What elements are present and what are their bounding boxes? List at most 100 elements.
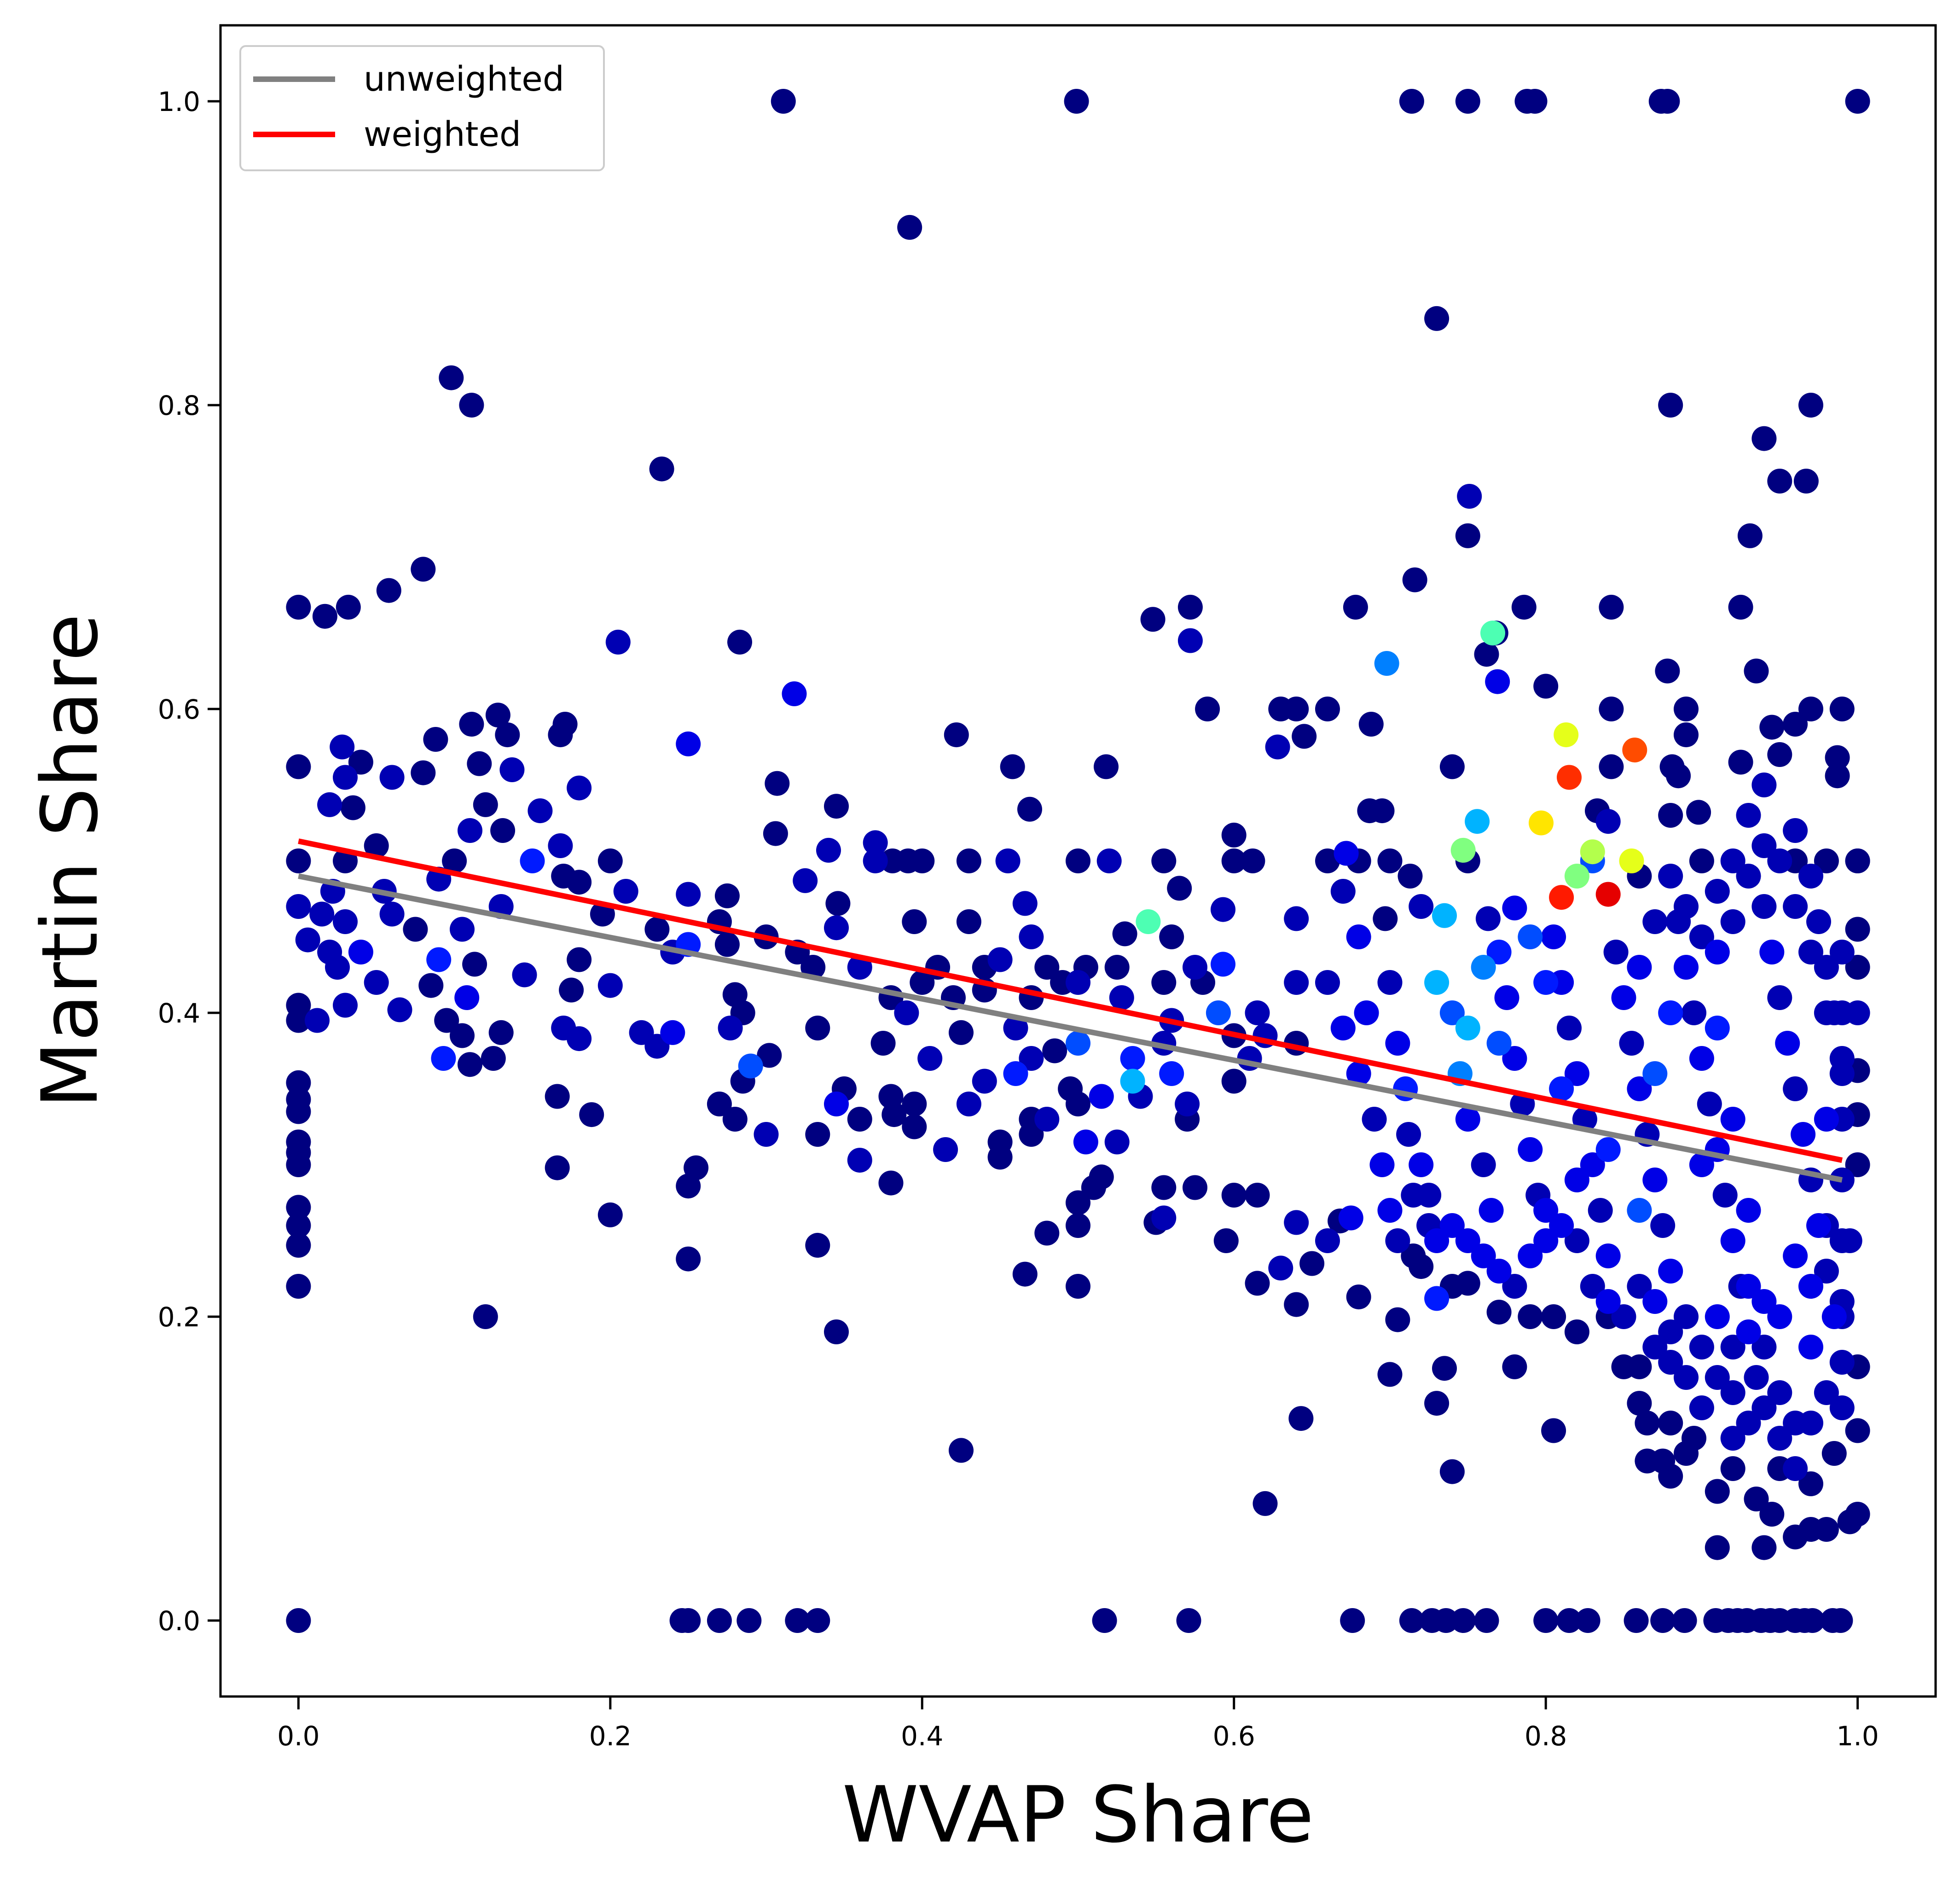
scatter-point <box>1402 567 1427 593</box>
scatter-point <box>1159 924 1184 949</box>
scatter-point <box>785 1608 810 1633</box>
scatter-point <box>1557 765 1582 790</box>
scatter-point <box>1798 697 1823 721</box>
scatter-point <box>1330 1016 1356 1040</box>
scatter-point <box>1829 1395 1855 1420</box>
scatter-point <box>1619 848 1644 873</box>
fit-lines-layer <box>298 838 1843 1183</box>
scatter-point <box>1109 985 1134 1010</box>
scatter-point <box>676 882 701 907</box>
y-axis-ticks: 0.0 0.2 0.4 0.6 0.8 1.0 <box>158 86 220 1637</box>
scatter-point <box>1627 1274 1652 1299</box>
scatter-point <box>473 792 498 817</box>
scatter-point <box>1751 1535 1777 1560</box>
scatter-point <box>1409 1254 1434 1279</box>
scatter-point <box>1221 822 1247 848</box>
scatter-point <box>286 1099 311 1124</box>
scatter-point <box>987 1129 1013 1155</box>
scatter-point <box>707 1092 732 1116</box>
scatter-point <box>1595 1243 1621 1268</box>
scatter-point <box>1751 894 1777 919</box>
scatter-point <box>805 1232 830 1258</box>
scatter-point <box>1358 712 1384 737</box>
y-tick-label: 0.8 <box>158 390 200 421</box>
scatter-point <box>1767 742 1792 767</box>
scatter-point <box>870 1031 896 1056</box>
scatter-point <box>1720 1107 1745 1132</box>
scatter-point <box>1674 1304 1699 1329</box>
scatter-point <box>956 909 981 934</box>
scatter-point <box>1627 955 1652 980</box>
scatter-point <box>364 970 389 995</box>
scatter-point <box>1479 1198 1504 1223</box>
scatter-point <box>1377 1362 1403 1387</box>
scatter-point <box>1221 1183 1247 1208</box>
scatter-point <box>1175 1092 1200 1116</box>
x-tick-label: 1.0 <box>1837 1720 1879 1752</box>
scatter-point <box>1066 848 1090 873</box>
scatter-point <box>1511 594 1537 620</box>
scatter-point <box>1465 809 1490 834</box>
scatter-point <box>1424 970 1450 995</box>
scatter-point <box>403 917 428 942</box>
scatter-point <box>1557 1016 1582 1040</box>
scatter-point <box>1619 1031 1644 1056</box>
y-tick-label: 0.4 <box>158 998 200 1029</box>
scatter-point <box>1705 1479 1730 1504</box>
scatter-point <box>1767 1304 1792 1329</box>
scatter-point <box>1485 669 1510 694</box>
scatter-point <box>1354 1000 1379 1025</box>
scatter-point <box>1245 1271 1270 1296</box>
scatter-point <box>1284 1210 1309 1235</box>
scatter-point <box>379 765 405 790</box>
scatter-point <box>605 629 631 655</box>
scatter-point <box>1017 796 1042 822</box>
scatter-point <box>1564 1228 1589 1253</box>
scatter-point <box>1720 848 1745 873</box>
scatter-point <box>1829 1228 1855 1253</box>
scatter-point <box>348 940 373 964</box>
scatter-point <box>1767 469 1792 494</box>
scatter-point <box>1211 952 1235 977</box>
scatter-point <box>1092 1608 1117 1633</box>
scatter-point <box>1554 722 1579 748</box>
scatter-point <box>286 894 311 919</box>
legend: unweighted weighted <box>239 45 605 171</box>
scatter-point <box>1759 715 1785 740</box>
scatter-point <box>649 456 674 482</box>
scatter-point <box>1455 1228 1480 1253</box>
scatter-point <box>1705 1365 1730 1390</box>
scatter-point <box>387 997 412 1023</box>
scatter-point <box>1455 89 1480 114</box>
scatter-point <box>1825 745 1850 770</box>
x-axis-ticks: 0.0 0.2 0.4 0.6 0.8 1.0 <box>277 1696 1879 1752</box>
scatter-point <box>1828 1608 1853 1633</box>
scatter-point <box>458 1052 482 1077</box>
scatter-point <box>1502 1354 1527 1379</box>
scatter-point <box>1012 891 1038 916</box>
scatter-point <box>597 1202 623 1227</box>
scatter-point <box>1000 754 1025 779</box>
scatter-point <box>1066 1213 1090 1238</box>
scatter-point <box>718 1016 743 1040</box>
scatter-point <box>376 578 401 603</box>
scatter-point <box>1334 841 1359 866</box>
scatter-point <box>579 1102 604 1127</box>
scatter-point <box>771 89 796 114</box>
scatter-point <box>1373 906 1398 931</box>
scatter-point <box>481 1046 506 1071</box>
scatter-point <box>340 795 365 820</box>
scatter-point <box>1019 1122 1044 1147</box>
scatter-point <box>1720 909 1745 934</box>
scatter-point <box>1094 754 1119 779</box>
scatter-point <box>1627 1076 1652 1101</box>
scatter-point <box>459 712 484 737</box>
scatter-point <box>1533 674 1559 699</box>
scatter-point <box>1798 1471 1823 1496</box>
scatter-point <box>676 1608 701 1633</box>
scatter-point <box>512 962 537 988</box>
scatter-point <box>1821 1441 1847 1466</box>
scatter-point <box>1814 1107 1839 1132</box>
